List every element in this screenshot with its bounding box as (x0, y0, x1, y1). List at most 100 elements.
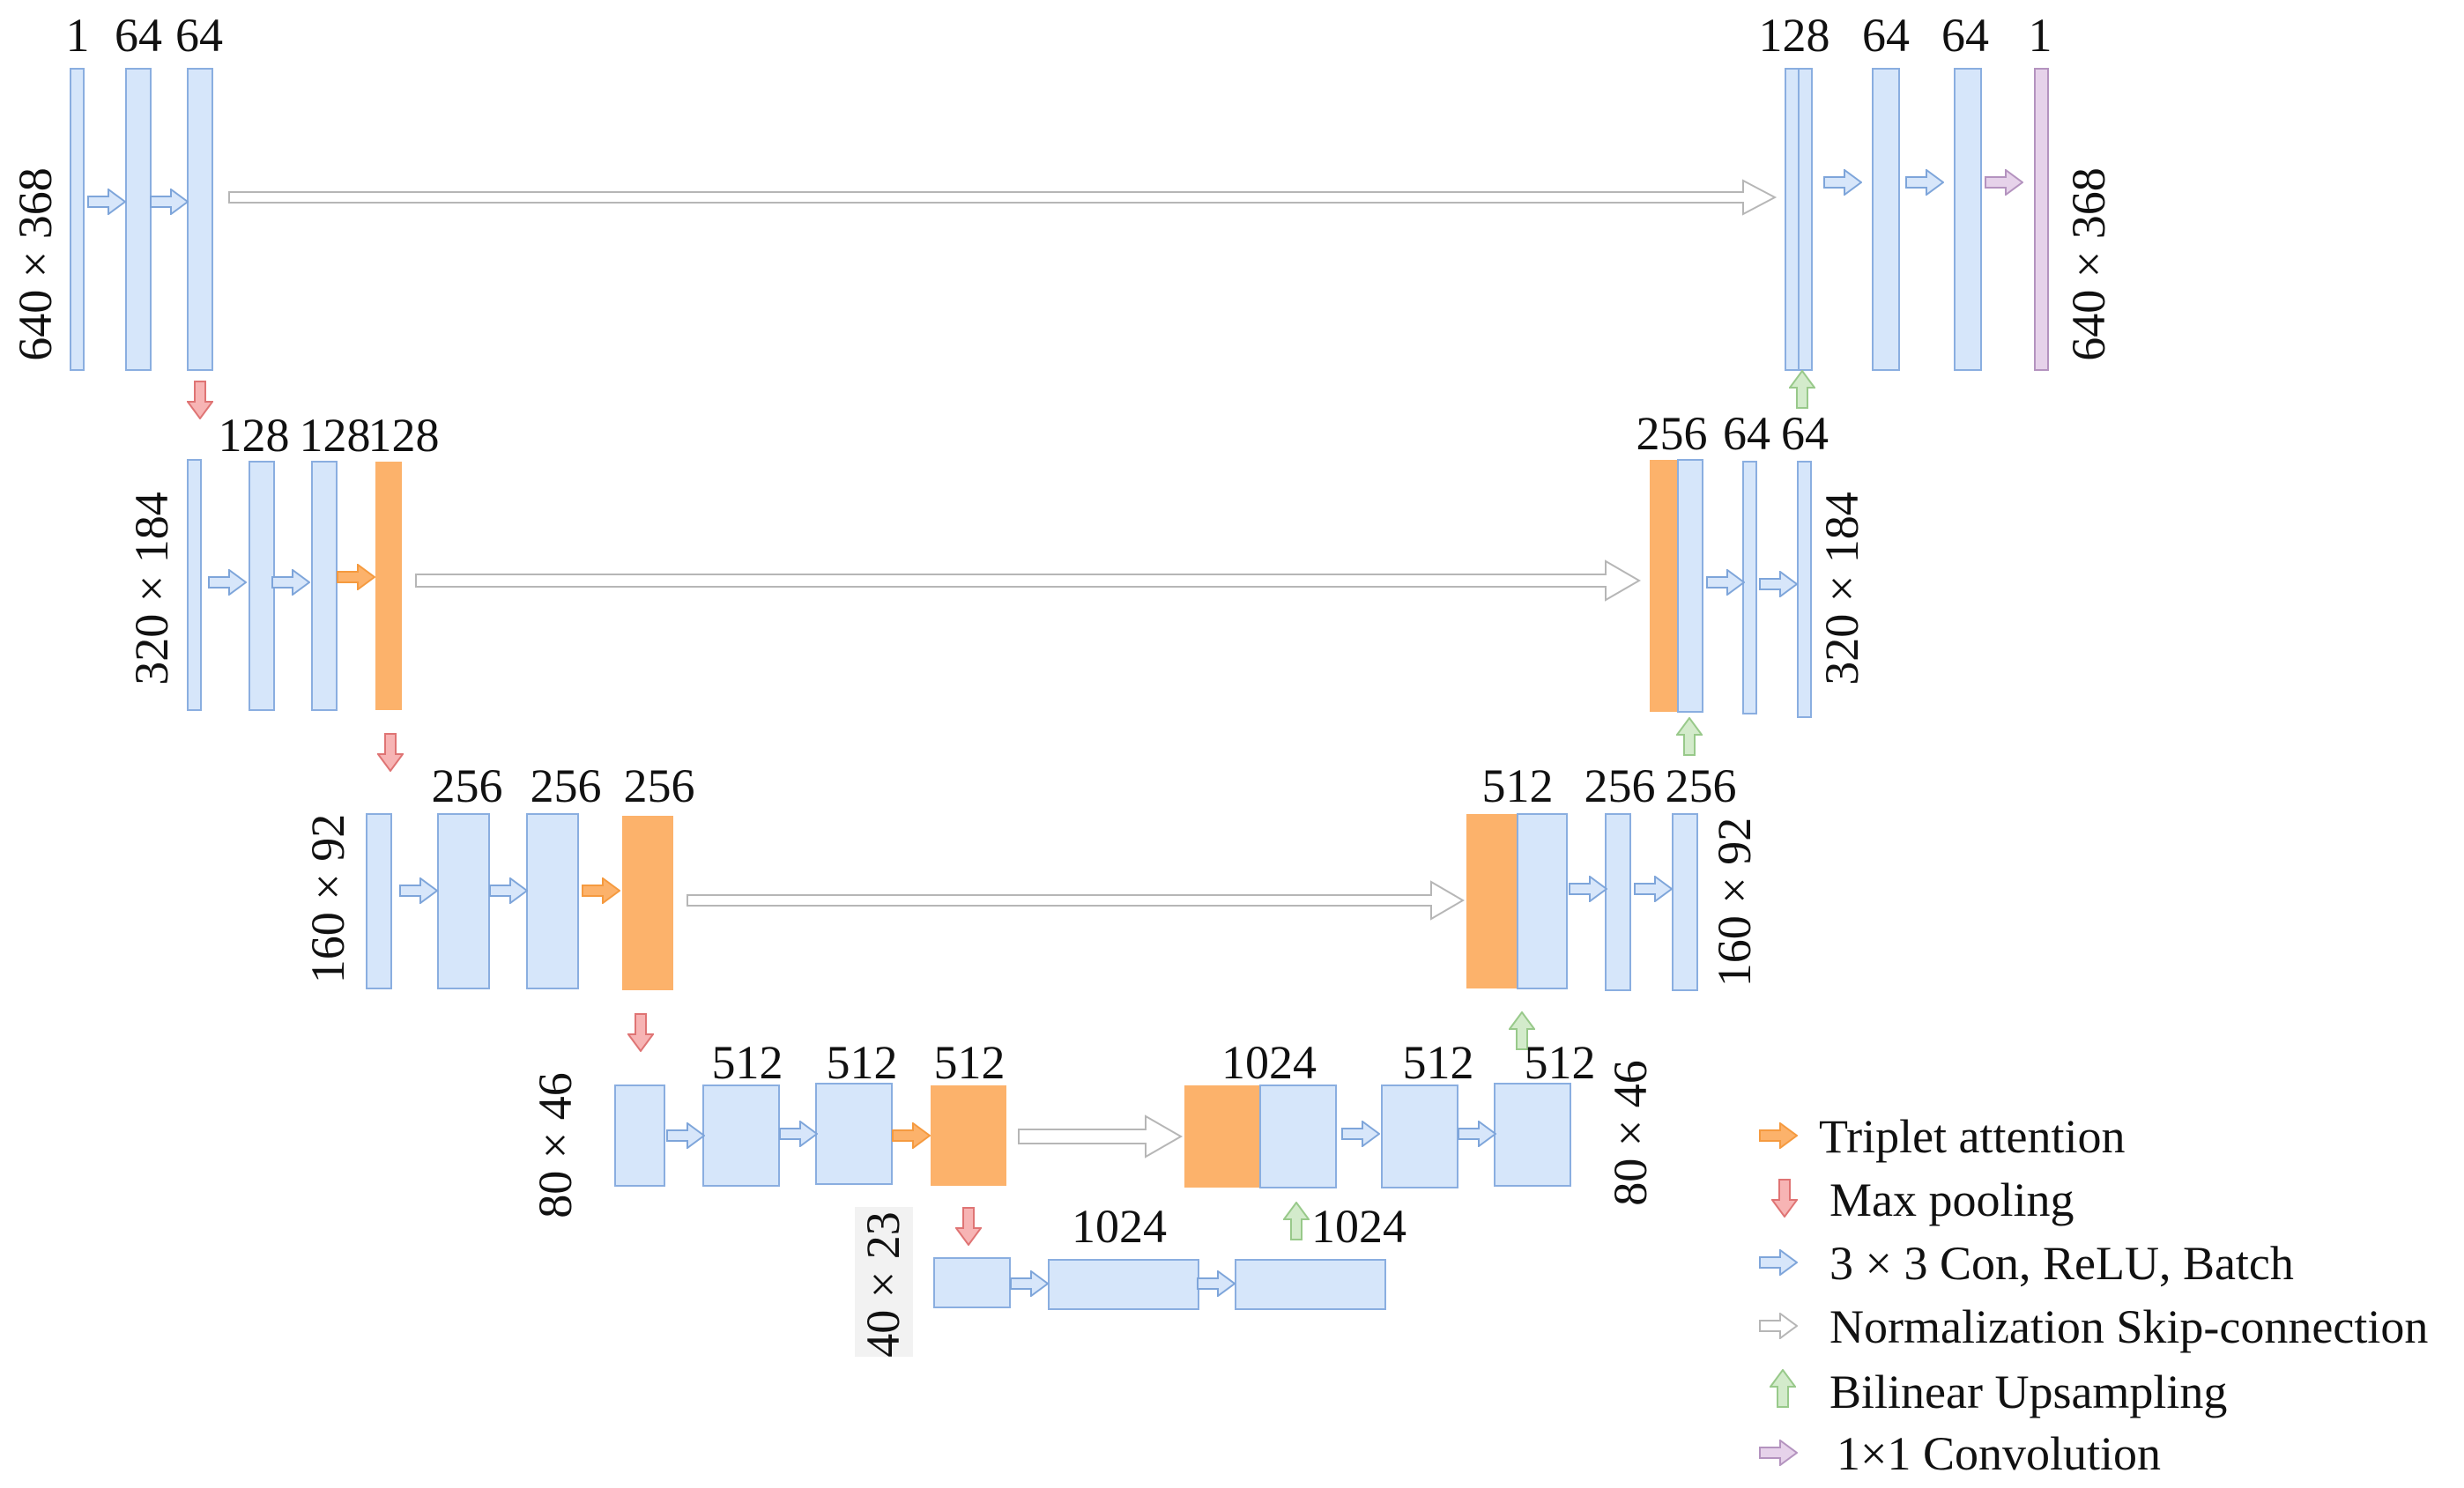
feature-map-block (125, 68, 152, 371)
feature-map-block (1259, 1085, 1337, 1188)
conv-arrow-icon (1634, 876, 1673, 902)
channel-label: 64 (1781, 407, 1829, 460)
triplet-attention-arrow-icon (892, 1122, 931, 1149)
resolution-label: 40 × 23 (857, 1211, 909, 1357)
channel-label: 128 (300, 409, 371, 462)
conv-arrow-icon (779, 1121, 818, 1147)
legend-label-skip-connection: Normalization Skip-connection (1829, 1300, 2428, 1353)
channel-label: 64 (1941, 9, 1989, 62)
conv-arrow-icon (1759, 1249, 1798, 1276)
conv-arrow-icon (666, 1122, 705, 1149)
skip-connection-arrow-icon (1759, 1313, 1798, 1339)
conv-arrow-icon (1706, 569, 1745, 596)
channel-label: 256 (1636, 407, 1708, 460)
resolution-label: 160 × 92 (1708, 818, 1761, 987)
feature-map-block (187, 68, 213, 371)
feature-map-block (366, 813, 392, 989)
feature-map-block (311, 461, 338, 711)
resolution-label: 320 × 184 (125, 492, 178, 685)
feature-map-block (1605, 813, 1631, 991)
channel-label: 128 (1759, 9, 1830, 62)
legend: Triplet attention Max pooling 3 × 3 Con,… (1759, 1110, 2428, 1480)
resolution-label-background (855, 1207, 913, 1357)
channel-label: 1 (66, 9, 90, 62)
conv-arrow-icon (1569, 876, 1607, 902)
channel-label: 1 (2029, 9, 2052, 62)
skip-connection-arrow (415, 559, 1641, 602)
channel-label: 1024 (1311, 1200, 1406, 1253)
channel-label: 256 (624, 759, 695, 812)
conv-arrow-icon (87, 189, 126, 215)
channel-label: 512 (1403, 1036, 1474, 1089)
attention-block (1184, 1085, 1260, 1188)
resolution-label: 640 × 368 (9, 167, 62, 360)
max-pooling-arrow-icon (955, 1207, 982, 1246)
max-pooling-arrow-icon (627, 1013, 654, 1052)
channel-label: 256 (1585, 759, 1656, 812)
resolution-label: 80 × 46 (529, 1072, 582, 1218)
feature-map-block (249, 461, 275, 711)
resolution-label: 320 × 184 (1815, 492, 1868, 685)
attention-block (622, 816, 673, 990)
channel-label: 64 (1723, 407, 1770, 460)
legend-label-one-by-one-conv: 1×1 Convolution (1837, 1427, 2161, 1480)
feature-map-block (1517, 813, 1568, 989)
channel-label: 512 (1525, 1036, 1596, 1089)
conv-arrow-icon (399, 877, 438, 904)
channel-label: 256 (531, 759, 602, 812)
max-pooling-arrow-icon (187, 381, 213, 419)
feature-map-block (1797, 461, 1812, 718)
legend-label-triplet-attention: Triplet attention (1819, 1110, 2126, 1163)
conv-arrow-icon (1905, 169, 1944, 196)
feature-map-block (815, 1083, 893, 1185)
feature-map-block (70, 68, 85, 371)
conv-arrow-icon (1458, 1121, 1496, 1147)
conv-arrow-icon (1010, 1270, 1049, 1297)
legend-label-max-pooling: Max pooling (1829, 1173, 2074, 1226)
conv-arrow-icon (150, 189, 189, 215)
feature-map-block (702, 1085, 780, 1187)
skip-connection-arrow (228, 179, 1777, 216)
conv-arrow-icon (1341, 1121, 1380, 1147)
upsampling-arrow-icon (1789, 370, 1815, 409)
attention-block (931, 1085, 1006, 1186)
resolution-label: 80 × 46 (1604, 1060, 1657, 1205)
attention-block (375, 462, 402, 710)
upsampling-arrow-icon (1283, 1202, 1310, 1240)
feature-map-block (1742, 461, 1757, 714)
triplet-attention-arrow-icon (337, 564, 375, 590)
upsampling-arrow-icon (1770, 1369, 1796, 1408)
legend-label-upsampling: Bilinear Upsampling (1829, 1366, 2227, 1418)
skip-connection-arrow (1018, 1114, 1184, 1159)
channel-label: 128 (368, 409, 440, 462)
channel-label: 128 (219, 409, 290, 462)
conv-arrow-icon (1823, 169, 1862, 196)
upsampling-arrow-icon (1676, 717, 1703, 756)
feature-map-block (1494, 1083, 1571, 1187)
conv-arrow-icon (1759, 571, 1798, 597)
max-pooling-arrow-icon (1771, 1179, 1798, 1218)
feature-map-block (1872, 68, 1900, 371)
channel-label: 256 (432, 759, 503, 812)
legend-label-conv: 3 × 3 Con, ReLU, Batch (1829, 1237, 2294, 1290)
channel-label: 512 (1482, 759, 1554, 812)
skip-feature-block (1785, 68, 1800, 371)
conv-arrow-icon (489, 877, 528, 904)
feature-map-block (526, 813, 579, 989)
feature-map-block (187, 459, 202, 711)
channel-label: 512 (712, 1036, 783, 1089)
channel-label: 512 (827, 1036, 898, 1089)
triplet-attention-arrow-icon (1759, 1122, 1798, 1149)
attention-block (1650, 460, 1678, 712)
one-by-one-conv-arrow-icon (1759, 1440, 1798, 1466)
feature-map-block (1798, 68, 1813, 371)
triplet-attention-arrow-icon (582, 877, 620, 904)
output-block (2034, 68, 2049, 371)
channel-label: 64 (115, 9, 162, 62)
feature-map-block (1677, 459, 1703, 713)
feature-map-block (1381, 1085, 1458, 1188)
feature-map-block (437, 813, 490, 989)
attention-block (1466, 814, 1518, 988)
feature-map-block (1954, 68, 1982, 371)
